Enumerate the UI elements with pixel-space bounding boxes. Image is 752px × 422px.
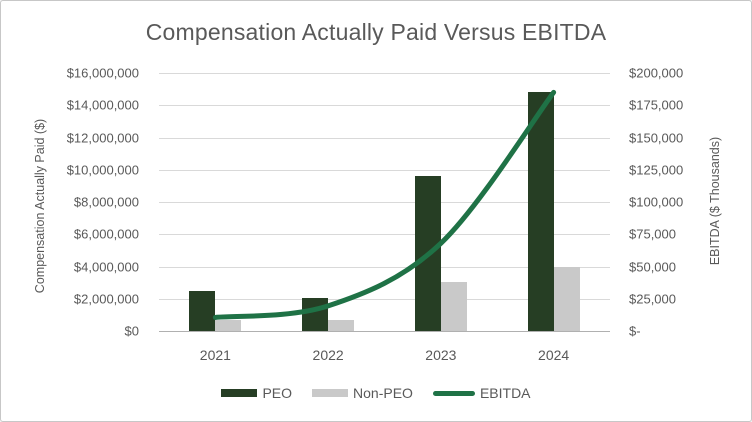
left-axis-tick-label: $0: [124, 323, 139, 339]
legend-label-ebitda: EBITDA: [479, 385, 531, 401]
right-axis-tick-label: $25,000: [629, 291, 676, 307]
bar-non-peo-2022: [328, 319, 355, 331]
bar-non-peo-2024: [553, 267, 580, 331]
bar-non-peo-2021: [215, 319, 242, 331]
bar-peo-2021: [189, 290, 216, 331]
legend-label-peo: PEO: [262, 385, 293, 401]
left-axis-tick-label: $4,000,000: [73, 259, 139, 274]
x-axis-label: 2022: [312, 347, 344, 363]
chart-title: Compensation Actually Paid Versus EBITDA: [145, 19, 607, 45]
bar-peo-2024: [527, 92, 554, 331]
right-axis-tick-label: $150,000: [629, 130, 684, 145]
gridline: [159, 73, 610, 74]
right-axis-tick-label: $50,000: [629, 259, 676, 274]
x-axis-label: 2023: [425, 347, 457, 363]
left-axis-title: Compensation Actually Paid ($): [33, 118, 47, 294]
left-axis-tick-label: $10,000,000: [66, 162, 139, 178]
legend: PEO Non-PEO EBITDA: [1, 385, 751, 401]
left-axis-tick-label: $8,000,000: [73, 194, 139, 210]
bar-peo-2023: [414, 176, 441, 331]
bar-non-peo-2023: [440, 281, 467, 331]
non-peo-swatch: [312, 389, 349, 397]
x-axis-label: 2021: [199, 347, 231, 363]
x-axis-line: [159, 331, 610, 332]
right-axis-tick-label: $100,000: [629, 194, 684, 210]
legend-item-ebitda: EBITDA: [432, 385, 531, 401]
left-axis-tick-label: $2,000,000: [73, 291, 139, 307]
right-axis-tick-label: $200,000: [629, 65, 684, 81]
left-axis-tick-label: $16,000,000: [66, 65, 139, 81]
ebitda-line: [212, 89, 557, 320]
ebitda-line-swatch: [432, 390, 475, 396]
legend-item-non-peo: Non-PEO: [312, 385, 413, 401]
right-axis-title: EBITDA ($ Thousands): [708, 136, 722, 266]
right-axis-tick-label: $-: [629, 323, 641, 339]
x-axis-label: 2024: [538, 347, 570, 363]
right-axis-tick-label: $175,000: [629, 97, 684, 113]
legend-label-non-peo: Non-PEO: [353, 385, 413, 401]
right-axis-tick-label: $125,000: [629, 162, 684, 178]
right-axis-tick-label: $75,000: [629, 226, 676, 242]
legend-item-peo: PEO: [221, 385, 292, 401]
left-axis-tick-label: $14,000,000: [66, 97, 139, 113]
left-axis-tick-label: $12,000,000: [66, 130, 139, 145]
peo-swatch: [221, 389, 258, 397]
bar-peo-2022: [302, 297, 329, 331]
left-axis-tick-label: $6,000,000: [73, 226, 139, 242]
